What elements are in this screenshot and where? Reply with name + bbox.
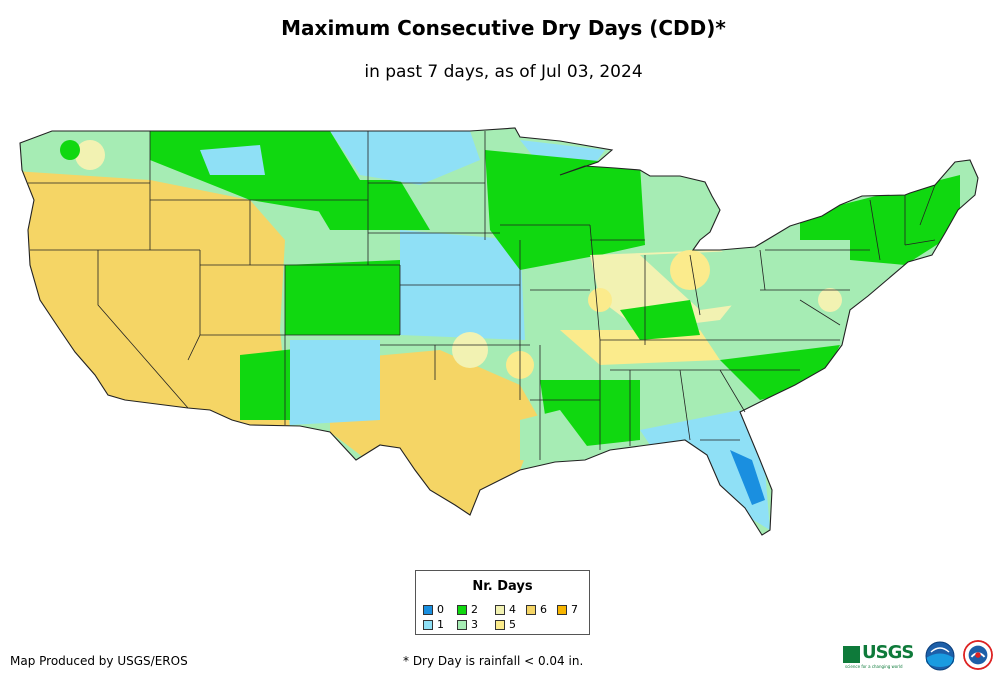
legend-swatch	[557, 605, 567, 615]
legend-item-1: 1	[423, 619, 444, 630]
state-borders	[19, 127, 979, 536]
legend-swatch	[495, 620, 505, 630]
legend-item-5: 5	[495, 619, 516, 630]
legend-item-3: 3	[457, 619, 478, 630]
map-subtitle: in past 7 days, as of Jul 03, 2024	[364, 62, 643, 82]
legend-item-6: 6	[526, 604, 547, 615]
legend-swatch	[526, 605, 536, 615]
national-weather-service-logo	[963, 640, 993, 670]
legend-title: Nr. Days	[472, 579, 533, 594]
legend-swatch	[457, 605, 467, 615]
legend-item-4: 4	[495, 604, 516, 615]
map-credit: Map Produced by USGS/EROS	[10, 654, 188, 668]
legend-item-2: 2	[457, 604, 478, 615]
cdd-raster	[20, 128, 978, 535]
us-map	[19, 127, 979, 536]
legend-item-7: 7	[557, 604, 578, 615]
legend-swatch	[423, 605, 433, 615]
legend-swatch	[495, 605, 505, 615]
usgs-wave-icon	[843, 646, 860, 663]
legend-swatch	[423, 620, 433, 630]
map-title: Maximum Consecutive Dry Days (CDD)*	[281, 16, 726, 40]
legend-swatch	[457, 620, 467, 630]
usgs-logo: USGS science for a changing world	[843, 642, 914, 669]
dry-day-footnote: * Dry Day is rainfall < 0.04 in.	[403, 654, 584, 668]
legend: Nr. Days 0 2 4 6 7 1 3 5	[415, 570, 590, 635]
noaa-logo	[925, 641, 955, 671]
legend-item-0: 0	[423, 604, 444, 615]
